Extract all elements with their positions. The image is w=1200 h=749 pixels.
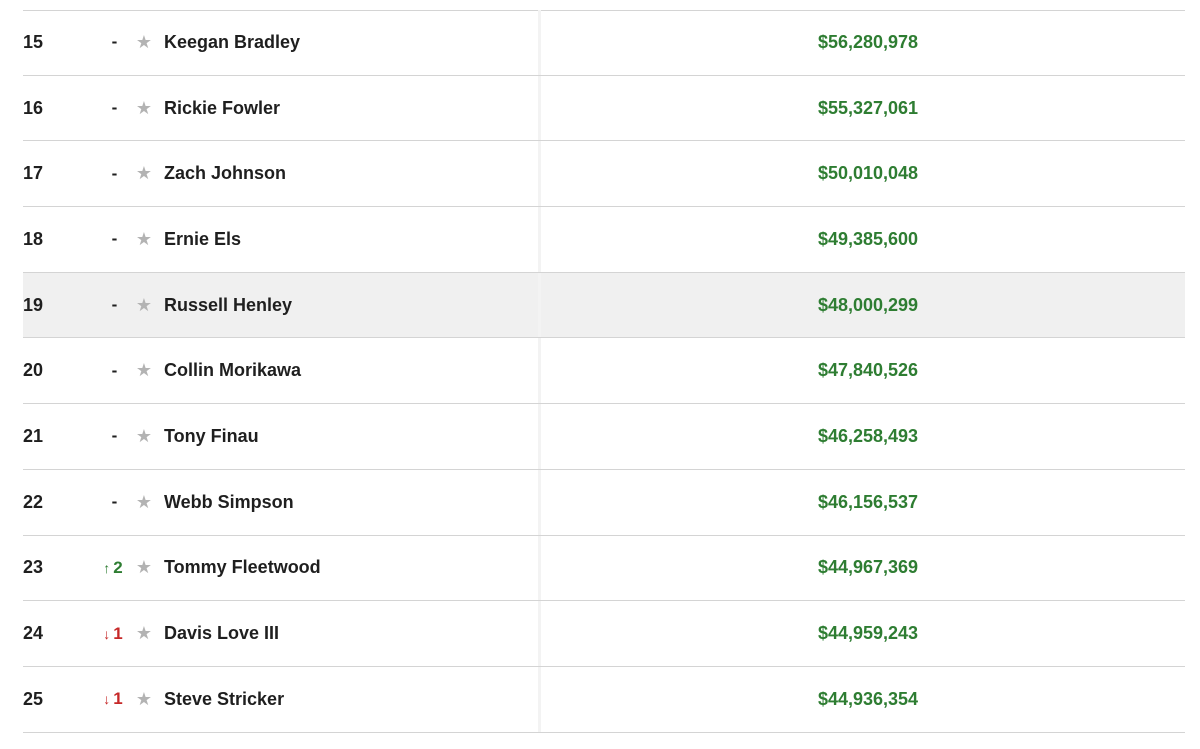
player-name-link[interactable]: Tony Finau: [164, 425, 259, 446]
player-name-link[interactable]: Keegan Bradley: [164, 31, 301, 52]
table-row[interactable]: 18 - ★ Ernie Els $49,385,600: [23, 207, 1185, 273]
star-icon[interactable]: ★: [135, 688, 153, 709]
table-row[interactable]: 22 - ★ Webb Simpson $46,156,537: [23, 469, 1185, 536]
rank-movement: -: [95, 273, 131, 338]
rank-cell: 25: [23, 688, 44, 709]
earnings-value: $47,840,526: [817, 360, 919, 381]
movement-value: -: [111, 426, 118, 446]
rank-movement: -: [95, 470, 131, 535]
earnings-value: $56,280,978: [817, 31, 919, 52]
rank-movement: ↓ 1: [95, 667, 131, 732]
column-divider: [538, 338, 541, 404]
rank-cell: 19: [23, 294, 44, 315]
movement-value: -: [111, 32, 118, 52]
earnings-value: $44,936,354: [817, 688, 919, 709]
column-divider: [538, 141, 541, 207]
rank-movement: -: [95, 76, 131, 141]
movement-value: -: [111, 229, 118, 249]
movement-value: 1: [113, 623, 123, 643]
table-row[interactable]: 16 - ★ Rickie Fowler $55,327,061: [23, 75, 1185, 142]
star-icon[interactable]: ★: [135, 163, 153, 184]
player-name-link[interactable]: Tommy Fleetwood: [164, 557, 321, 578]
rank-cell: 23: [23, 557, 44, 578]
rank-cell: 22: [23, 491, 44, 512]
table-row[interactable]: 25 ↓ 1 ★ Steve Stricker $44,936,354: [23, 666, 1185, 733]
earnings-value: $46,258,493: [817, 425, 919, 446]
player-name-link[interactable]: Webb Simpson: [164, 491, 294, 512]
rank-movement: -: [95, 338, 131, 403]
player-name-link[interactable]: Zach Johnson: [164, 163, 287, 184]
arrow-down-icon: ↓: [103, 691, 111, 708]
star-icon[interactable]: ★: [135, 425, 153, 446]
earnings-value: $48,000,299: [817, 294, 919, 315]
star-icon[interactable]: ★: [135, 228, 153, 249]
rank-cell: 20: [23, 360, 44, 381]
movement-value: -: [111, 98, 118, 118]
player-name-link[interactable]: Collin Morikawa: [164, 360, 302, 381]
rank-movement: -: [95, 10, 131, 75]
earnings-value: $46,156,537: [817, 491, 919, 512]
earnings-value: $49,385,600: [817, 228, 919, 249]
column-divider: [538, 75, 541, 141]
star-icon[interactable]: ★: [135, 31, 153, 52]
table-row[interactable]: 15 - ★ Keegan Bradley $56,280,978: [23, 10, 1185, 76]
movement-value: -: [111, 163, 118, 183]
star-icon[interactable]: ★: [135, 360, 153, 381]
column-divider: [538, 666, 541, 732]
rank-movement: ↑ 2: [95, 536, 131, 601]
player-name-link[interactable]: Davis Love III: [164, 623, 280, 644]
column-divider: [538, 404, 541, 469]
star-icon[interactable]: ★: [135, 97, 153, 118]
rank-movement: -: [95, 404, 131, 469]
money-list-table: 15 - ★ Keegan Bradley $56,280,978 16 - ★…: [23, 10, 1185, 733]
rank-cell: 18: [23, 228, 44, 249]
arrow-down-icon: ↓: [103, 625, 111, 642]
movement-value: 2: [113, 557, 123, 577]
earnings-value: $44,959,243: [817, 623, 919, 644]
player-name-link[interactable]: Ernie Els: [164, 228, 242, 249]
earnings-value: $44,967,369: [817, 557, 919, 578]
rank-movement: -: [95, 141, 131, 206]
rank-cell: 24: [23, 623, 44, 644]
rank-cell: 21: [23, 425, 44, 446]
table-row[interactable]: 21 - ★ Tony Finau $46,258,493: [23, 404, 1185, 470]
rank-movement: -: [95, 207, 131, 272]
rank-cell: 16: [23, 97, 44, 118]
movement-value: 1: [113, 689, 123, 709]
column-divider: [538, 272, 541, 338]
earnings-value: $50,010,048: [817, 163, 919, 184]
star-icon[interactable]: ★: [135, 623, 153, 644]
rank-cell: 17: [23, 163, 44, 184]
column-divider: [538, 469, 541, 535]
player-name-link[interactable]: Russell Henley: [164, 294, 293, 315]
arrow-up-icon: ↑: [103, 559, 111, 576]
star-icon[interactable]: ★: [135, 557, 153, 578]
table-row[interactable]: 23 ↑ 2 ★ Tommy Fleetwood $44,967,369: [23, 535, 1185, 602]
movement-value: -: [111, 360, 118, 380]
star-icon[interactable]: ★: [135, 294, 153, 315]
star-icon[interactable]: ★: [135, 491, 153, 512]
player-name-link[interactable]: Steve Stricker: [164, 688, 285, 709]
table-row[interactable]: 24 ↓ 1 ★ Davis Love III $44,959,243: [23, 601, 1185, 667]
column-divider: [538, 535, 541, 601]
column-divider: [538, 10, 541, 75]
table-row[interactable]: 17 - ★ Zach Johnson $50,010,048: [23, 141, 1185, 208]
column-divider: [538, 601, 541, 666]
rank-movement: ↓ 1: [95, 601, 131, 666]
column-divider: [538, 207, 541, 272]
movement-value: -: [111, 295, 118, 315]
rank-cell: 15: [23, 31, 44, 52]
earnings-value: $55,327,061: [817, 97, 919, 118]
player-name-link[interactable]: Rickie Fowler: [164, 97, 281, 118]
movement-value: -: [111, 492, 118, 512]
table-row[interactable]: 20 - ★ Collin Morikawa $47,840,526: [23, 338, 1185, 405]
table-row[interactable]: 19 - ★ Russell Henley $48,000,299: [23, 272, 1185, 339]
